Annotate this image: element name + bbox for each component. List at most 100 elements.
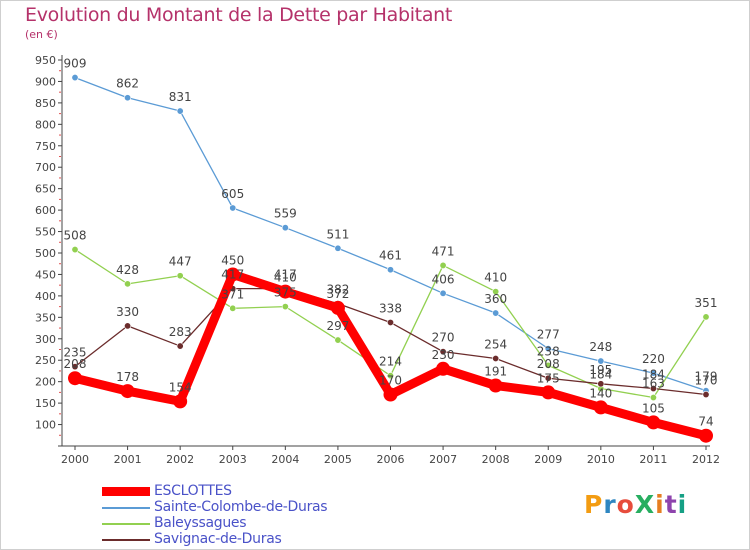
x-tick-label: 2009 <box>534 453 562 466</box>
y-tick-label: 450 <box>35 268 56 281</box>
x-tick-label: 2001 <box>114 453 142 466</box>
x-tick-label: 2005 <box>324 453 352 466</box>
series-point-0 <box>278 284 293 299</box>
data-label: 511 <box>326 227 349 241</box>
x-tick-label: 2008 <box>482 453 510 466</box>
data-label: 195 <box>589 363 612 377</box>
y-tick-label: 300 <box>35 333 56 346</box>
y-tick-label: 500 <box>35 247 56 260</box>
legend-label: Savignac-de-Duras <box>154 531 282 547</box>
data-label: 461 <box>379 249 402 263</box>
series-point-1 <box>71 74 79 82</box>
data-label: 372 <box>326 287 349 301</box>
data-label: 417 <box>221 268 244 282</box>
series-point-3 <box>702 391 710 399</box>
series-point-2 <box>544 361 552 369</box>
logo-letter: X <box>634 490 656 519</box>
series-point-3 <box>71 363 79 371</box>
y-tick-label: 700 <box>35 161 56 174</box>
x-tick-label: 2003 <box>219 453 247 466</box>
series-point-0 <box>699 428 713 443</box>
data-label: 371 <box>221 287 244 301</box>
series-point-1 <box>439 289 447 297</box>
series-point-2 <box>649 394 657 402</box>
data-label: 471 <box>432 244 455 258</box>
y-tick-label: 950 <box>35 54 56 67</box>
data-label: 410 <box>274 271 297 285</box>
legend-swatch <box>102 487 150 496</box>
series-point-3 <box>176 342 184 350</box>
series-point-0 <box>541 385 556 400</box>
series-point-0 <box>225 267 240 282</box>
data-label: 230 <box>432 348 455 362</box>
data-label: 360 <box>484 292 507 306</box>
x-tick-label: 2012 <box>692 453 720 466</box>
series-point-2 <box>334 336 342 344</box>
x-tick-label: 2006 <box>377 453 405 466</box>
data-label: 351 <box>695 296 718 310</box>
logo-letter: i <box>677 490 688 519</box>
series-point-1 <box>492 309 500 317</box>
series-point-2 <box>492 288 500 296</box>
series-point-3 <box>124 322 132 330</box>
data-label: 178 <box>116 370 139 384</box>
series-point-2 <box>439 261 447 269</box>
x-tick-label: 2002 <box>166 453 194 466</box>
series-point-3 <box>649 385 657 393</box>
data-label: 170 <box>379 374 402 388</box>
data-label: 170 <box>695 374 718 388</box>
legend-swatch <box>102 523 150 525</box>
legend-swatch <box>102 539 150 541</box>
series-point-1 <box>124 94 132 102</box>
data-label: 238 <box>537 344 560 358</box>
chart-title: Evolution du Montant de la Dette par Hab… <box>25 4 453 26</box>
data-label: 375 <box>274 286 297 300</box>
data-label: 214 <box>379 355 402 369</box>
data-label: 417 <box>274 268 297 282</box>
series-point-0 <box>593 400 608 415</box>
series-point-3 <box>386 318 394 326</box>
logo-letter: i <box>655 490 665 519</box>
data-label: 508 <box>64 229 87 243</box>
legend-label: Baleyssagues <box>154 515 247 531</box>
series-point-0 <box>173 394 188 409</box>
series-point-0 <box>646 415 661 430</box>
data-label: 382 <box>326 283 349 297</box>
y-tick-label: 600 <box>35 204 56 217</box>
legend-swatch <box>102 507 150 509</box>
data-label: 105 <box>642 401 665 415</box>
data-label: 862 <box>116 77 139 91</box>
data-label: 184 <box>642 368 665 382</box>
data-label: 140 <box>589 386 612 400</box>
series-point-3 <box>439 348 447 356</box>
y-tick-label: 150 <box>35 397 56 410</box>
data-label: 163 <box>642 377 665 391</box>
y-tick-label: 800 <box>35 118 56 131</box>
series-point-1 <box>597 357 605 365</box>
data-label: 428 <box>116 263 139 277</box>
data-label: 208 <box>537 357 560 371</box>
series-point-2 <box>124 280 132 288</box>
y-tick-label: 350 <box>35 311 56 324</box>
legend-label: ESCLOTTES <box>154 483 232 499</box>
series-point-3 <box>492 355 500 363</box>
series-point-0 <box>436 361 451 376</box>
y-tick-label: 900 <box>35 75 56 88</box>
series-point-2 <box>281 303 289 311</box>
logo-letter: t <box>664 490 678 519</box>
logo-letter: P <box>584 490 604 519</box>
data-label: 184 <box>589 368 612 382</box>
x-tick-label: 2000 <box>61 453 89 466</box>
x-tick-label: 2007 <box>429 453 457 466</box>
data-label: 235 <box>64 346 87 360</box>
series-point-1 <box>386 266 394 274</box>
data-label: 909 <box>64 57 87 71</box>
proxiti-logo: ProXiti <box>584 490 687 519</box>
data-label: 338 <box>379 301 402 315</box>
legend-label: Sainte-Colombe-de-Duras <box>154 499 328 515</box>
data-label: 208 <box>64 357 87 371</box>
data-label: 254 <box>484 338 507 352</box>
data-label: 406 <box>432 272 455 286</box>
